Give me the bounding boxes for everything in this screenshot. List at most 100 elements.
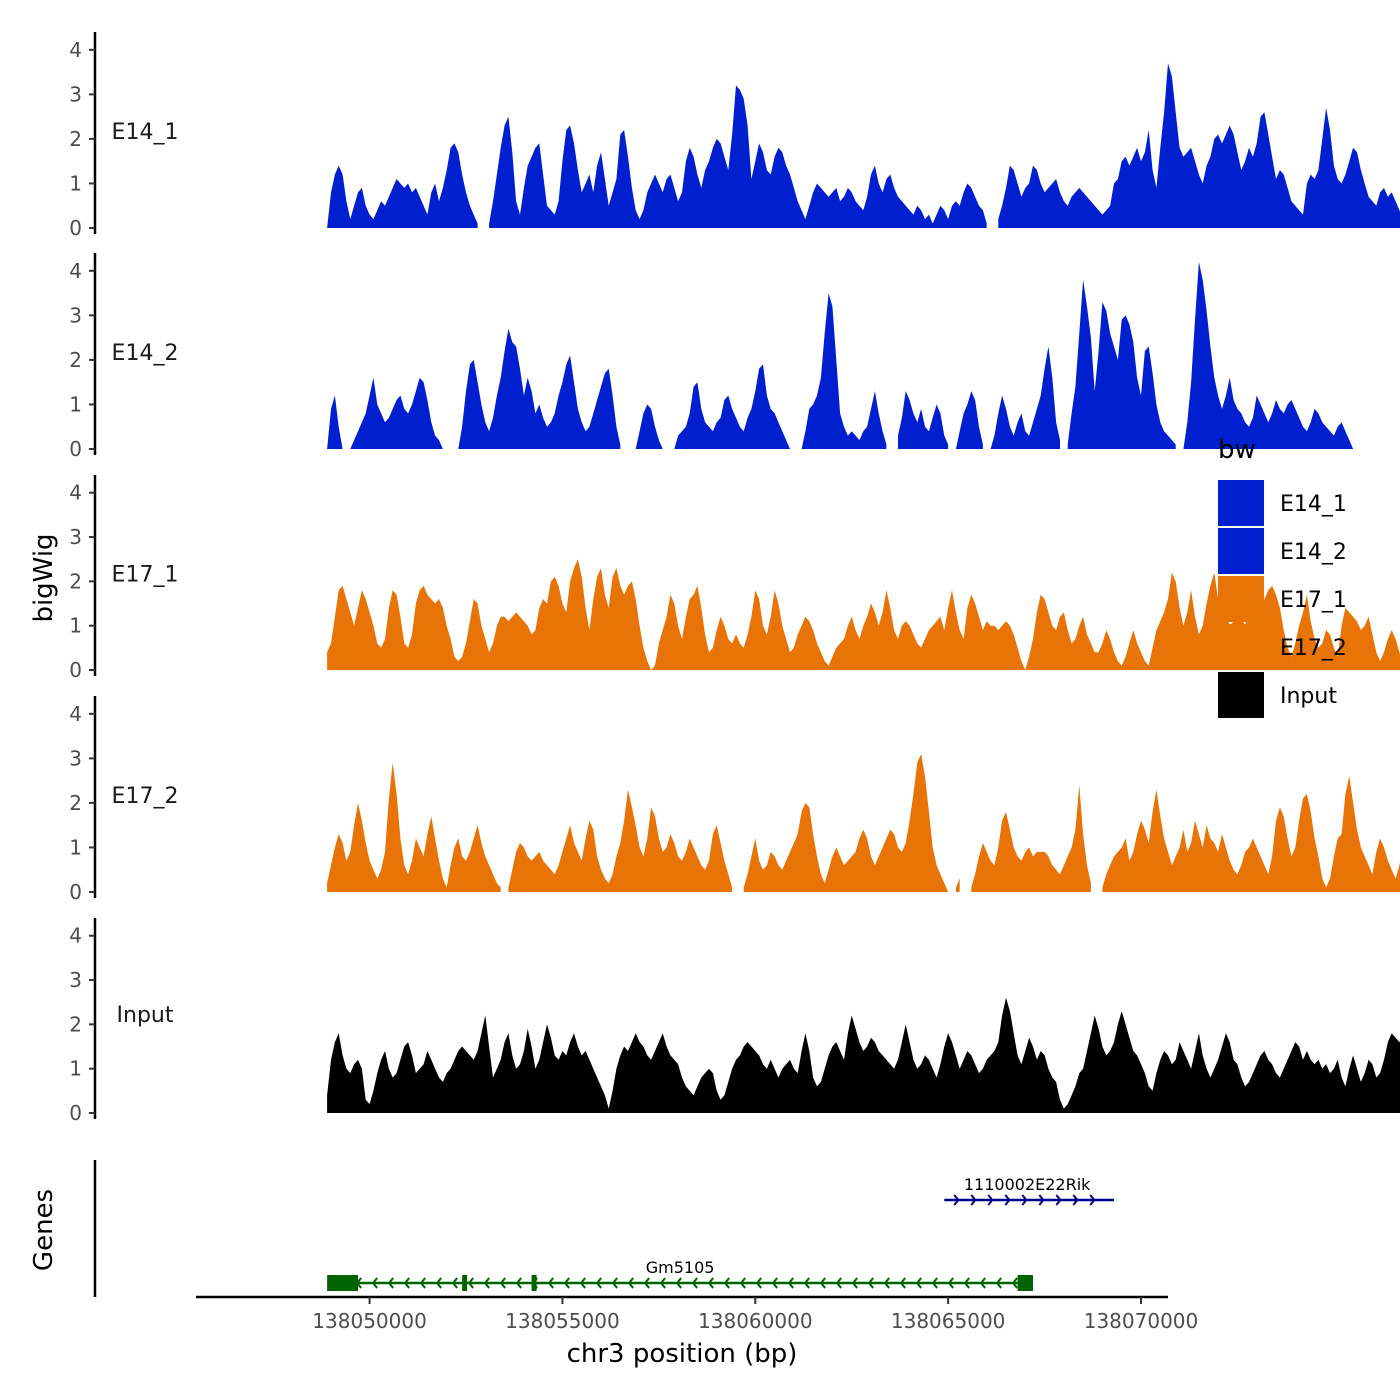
coverage-area-E14_2	[1183, 261, 1354, 449]
strand-chevron	[675, 1277, 682, 1289]
strand-chevron	[787, 1277, 794, 1289]
x-tick-label: 138060000	[698, 1309, 813, 1333]
gene-exon	[327, 1275, 358, 1291]
coverage-area-E14_1	[327, 143, 478, 228]
strand-chevron	[723, 1277, 730, 1289]
strand-chevron	[915, 1277, 922, 1289]
strand-chevron	[803, 1277, 810, 1289]
gene-exon	[462, 1275, 468, 1291]
strand-chevron	[1072, 1194, 1079, 1206]
legend-swatch-E17_1	[1218, 576, 1264, 622]
x-axis: 138050000 138055000 138060000 138065000 1380…	[196, 1295, 1198, 1333]
y-axis-title-genes: Genes	[29, 1189, 59, 1271]
track-label: E14_1	[112, 120, 179, 145]
coverage-area-E14_2	[990, 346, 1060, 449]
gene-1110002E22Rik: 1110002E22Rik	[944, 1175, 1114, 1206]
strand-chevron	[1055, 1194, 1062, 1206]
y-axis-title-bigwig: bigWig	[29, 533, 59, 622]
strand-chevron	[979, 1277, 986, 1289]
y-tick-label: 0	[69, 880, 82, 904]
legend-swatch-E14_1	[1218, 480, 1264, 526]
strand-chevron	[1021, 1194, 1028, 1206]
y-tick-label: 2	[69, 1012, 82, 1036]
x-axis-title: chr3 position (bp)	[567, 1339, 798, 1369]
strand-chevron	[995, 1277, 1002, 1289]
strand-chevron	[851, 1277, 858, 1289]
track-E14_1: 0 1 2 3 4 E14_1	[69, 32, 1400, 240]
x-tick-label: 138055000	[505, 1309, 620, 1333]
coverage-area-E14_2	[898, 391, 949, 449]
legend-label: E17_2	[1280, 636, 1347, 661]
x-tick-label: 138050000	[312, 1309, 427, 1333]
strand-chevron	[771, 1277, 778, 1289]
coverage-area-E17_2	[971, 785, 1091, 892]
track-Input: 0 1 2 3 4 Input	[69, 918, 1400, 1125]
y-tick-label: 0	[69, 1101, 82, 1125]
strand-chevron	[563, 1277, 570, 1289]
strand-chevron	[867, 1277, 874, 1289]
strand-chevron	[931, 1277, 938, 1289]
coverage-area-E14_1	[489, 85, 987, 228]
strand-chevron	[547, 1277, 554, 1289]
coverage-area-E14_2	[674, 364, 790, 449]
y-tick-label: 2	[69, 127, 82, 151]
legend-label: E17_1	[1280, 588, 1347, 613]
gene-Gm5105: Gm5105	[327, 1258, 1033, 1291]
y-tick-label: 0	[69, 437, 82, 461]
legend-swatch-E14_2	[1218, 528, 1264, 574]
strand-chevron	[1011, 1277, 1018, 1289]
y-tick-label: 3	[69, 968, 82, 992]
strand-chevron	[435, 1277, 442, 1289]
strand-chevron	[755, 1277, 762, 1289]
strand-chevron	[883, 1277, 890, 1289]
y-tick-label: 0	[69, 216, 82, 240]
y-tick-label: 4	[69, 481, 82, 505]
strand-chevron	[515, 1277, 522, 1289]
y-tick-label: 3	[69, 525, 82, 549]
y-tick-label: 0	[69, 658, 82, 682]
legend-label: E14_2	[1280, 540, 1347, 565]
strand-chevron	[499, 1277, 506, 1289]
strand-chevron	[1089, 1194, 1096, 1206]
strand-chevron	[579, 1277, 586, 1289]
gene-label: 1110002E22Rik	[964, 1175, 1091, 1194]
strand-chevron	[987, 1194, 994, 1206]
bigwig-tracks: 0 1 2 3 4 E14_1 0 1 2 3 4 E14_2 0 1 2 3 4 E17_1 0 1 2 3 4 E17_2…	[69, 32, 1400, 1125]
strand-chevron	[691, 1277, 698, 1289]
strand-chevron	[835, 1277, 842, 1289]
legend-swatch-E17_2	[1218, 624, 1264, 670]
y-tick-label: 3	[69, 746, 82, 770]
strand-chevron	[419, 1277, 426, 1289]
strand-chevron	[953, 1194, 960, 1206]
y-tick-label: 1	[69, 614, 82, 638]
legend-swatch-Input	[1218, 672, 1264, 718]
strand-chevron	[947, 1277, 954, 1289]
strand-chevron	[371, 1277, 378, 1289]
y-tick-label: 3	[69, 303, 82, 327]
track-label: E17_2	[112, 784, 179, 809]
strand-chevron	[970, 1194, 977, 1206]
legend-label: E14_1	[1280, 492, 1347, 517]
strand-chevron	[963, 1277, 970, 1289]
coverage-area-E14_2	[327, 395, 343, 449]
legend-title: bw	[1218, 435, 1256, 465]
coverage-area-E14_2	[801, 293, 887, 449]
coverage-area-E14_1	[998, 63, 1400, 228]
y-tick-label: 1	[69, 835, 82, 859]
strand-chevron	[819, 1277, 826, 1289]
strand-chevron	[707, 1277, 714, 1289]
strand-chevron	[1004, 1194, 1011, 1206]
y-tick-label: 4	[69, 924, 82, 948]
y-tick-label: 2	[69, 791, 82, 815]
track-E17_1: 0 1 2 3 4 E17_1	[69, 475, 1400, 682]
coverage-area-E17_2	[743, 753, 949, 892]
y-tick-label: 4	[69, 702, 82, 726]
track-label: E14_2	[112, 341, 179, 366]
coverage-area-E17_2	[1102, 776, 1400, 892]
y-tick-label: 1	[69, 1057, 82, 1081]
coverage-area-E17_2	[955, 878, 960, 892]
y-tick-label: 1	[69, 171, 82, 195]
strand-chevron	[387, 1277, 394, 1289]
y-tick-label: 2	[69, 569, 82, 593]
